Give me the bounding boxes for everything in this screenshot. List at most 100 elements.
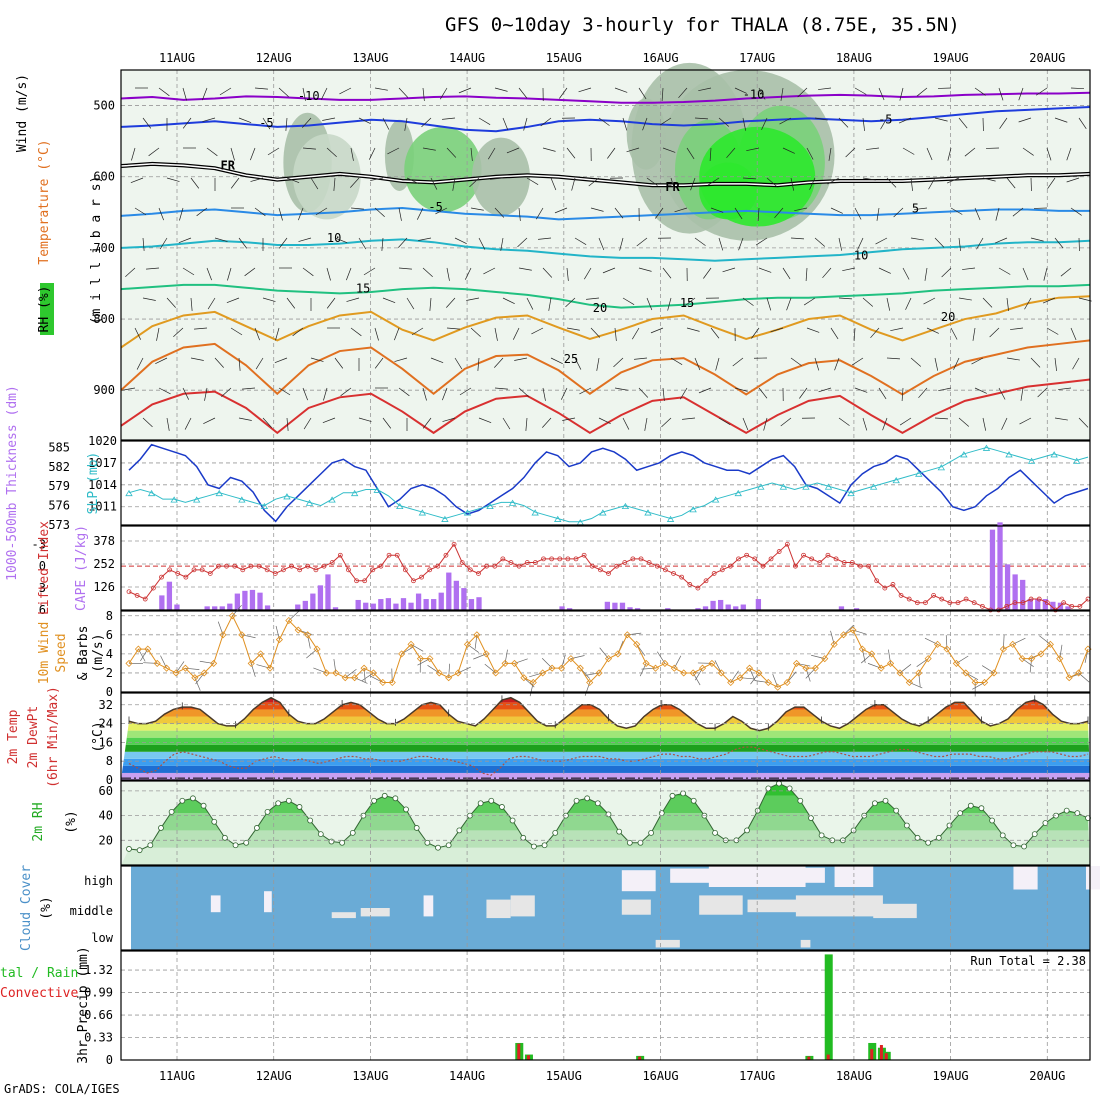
wind-barb — [780, 417, 792, 427]
wind-barb — [173, 327, 184, 337]
wind-barb — [634, 357, 648, 360]
cape-bar — [393, 603, 399, 610]
wind-barb — [1018, 87, 1024, 101]
rh-marker — [818, 832, 825, 839]
wind-barb — [494, 207, 505, 218]
wind-barb — [828, 147, 832, 161]
wind-barb — [614, 87, 628, 93]
wind-barb — [763, 417, 768, 431]
wind-speed-marker — [539, 669, 547, 677]
wind-barb — [953, 357, 960, 370]
wind-barb — [974, 387, 987, 394]
rh-marker — [637, 839, 644, 846]
temp-band — [121, 737, 1090, 745]
rh-marker — [957, 810, 964, 817]
wind-barb — [227, 267, 232, 281]
lifted-index-marker — [630, 556, 636, 562]
wind-barb — [446, 297, 456, 308]
wind-barb — [536, 207, 544, 220]
wind-barb — [350, 207, 364, 210]
wind-barb — [732, 357, 744, 367]
rh-marker — [616, 828, 623, 835]
cloud-cell — [360, 908, 390, 917]
thickness-marker — [554, 515, 562, 522]
lifted-index-marker — [939, 596, 945, 602]
rh-legend-swatch — [40, 283, 54, 335]
wind-barb — [698, 87, 712, 92]
cape-bar — [989, 529, 996, 610]
cloud-cell — [800, 939, 811, 948]
isotherm-line — [120, 106, 1091, 133]
wind-barb — [340, 387, 352, 397]
li-tick: -3 — [32, 537, 46, 551]
wind-barb — [142, 117, 152, 129]
wind-barb — [326, 267, 331, 281]
wind-barb — [814, 237, 826, 247]
wind-barb — [526, 297, 534, 310]
cape-bar — [619, 602, 626, 610]
cape-bar — [212, 606, 218, 610]
cape-bar — [634, 608, 641, 610]
wind-speed-marker — [398, 650, 406, 658]
wind-barb — [950, 207, 963, 215]
pressure-tick: 800 — [93, 312, 115, 326]
wind-barb — [238, 357, 241, 371]
cape-bar — [1042, 599, 1048, 610]
cloud-cover-panel: high middle low — [70, 865, 1100, 951]
wind-speed-marker — [435, 669, 443, 677]
rh-marker — [190, 795, 196, 802]
rh-axis-label: RH (%) — [37, 286, 52, 333]
wind-barb — [870, 327, 880, 339]
wind-speed-marker — [642, 659, 650, 667]
lifted-index-marker — [589, 563, 595, 569]
thickness-marker — [238, 496, 246, 503]
wind-barb — [514, 357, 528, 361]
wind-barb — [698, 387, 712, 394]
wind-barb — [540, 117, 552, 127]
wind-barb — [285, 117, 288, 131]
wind-barb — [398, 87, 409, 98]
wind-barb — [758, 387, 768, 399]
wind-barb — [1054, 237, 1064, 249]
wind-speed-marker — [520, 674, 528, 682]
cloud-cell — [510, 895, 535, 917]
wind-barb — [207, 297, 216, 310]
cape-bar — [604, 601, 611, 610]
wind-barb — [518, 207, 521, 221]
cloud-cell — [795, 895, 883, 917]
wind-barb — [387, 147, 400, 155]
rh-marker — [871, 800, 878, 807]
day-label-bottom: 14AUG — [449, 1069, 485, 1083]
day-label-top: 20AUG — [1029, 51, 1065, 65]
rh-marker — [307, 817, 314, 824]
cape-bar — [997, 522, 1003, 610]
wind-barb — [766, 177, 778, 187]
wind-barb — [667, 297, 672, 311]
wind-speed-marker — [811, 664, 819, 672]
thickness-marker — [937, 464, 946, 471]
precip-tick: 0.99 — [84, 986, 113, 1000]
cape-li-panel: 378 252 126 -3 0 3 6 — [32, 522, 1091, 617]
wind-barb — [182, 87, 187, 101]
lifted-index-marker — [435, 563, 441, 569]
thickness-marker — [689, 506, 697, 513]
cape-axis-label: CAPE (J/kg) — [74, 525, 89, 611]
wind-barb — [818, 387, 832, 393]
wind-barb — [1066, 177, 1080, 183]
rh-marker — [1074, 810, 1081, 817]
wind-barb — [166, 297, 176, 308]
thickness-marker — [396, 502, 404, 510]
wind-speed-marker — [576, 664, 584, 672]
wind-barb — [286, 417, 289, 431]
wind-barb — [902, 147, 915, 155]
wind-barb — [878, 387, 887, 400]
wind-barb — [262, 297, 276, 302]
wind-barb — [694, 117, 708, 120]
precip-convective-bar — [884, 1053, 888, 1060]
wind-barb — [574, 357, 582, 370]
wind-speed-marker — [407, 640, 415, 648]
cloud-level-tick: middle — [70, 904, 113, 918]
wind-barb — [718, 117, 730, 127]
contour-label: 20 — [593, 301, 607, 315]
wind-barb — [838, 237, 843, 251]
